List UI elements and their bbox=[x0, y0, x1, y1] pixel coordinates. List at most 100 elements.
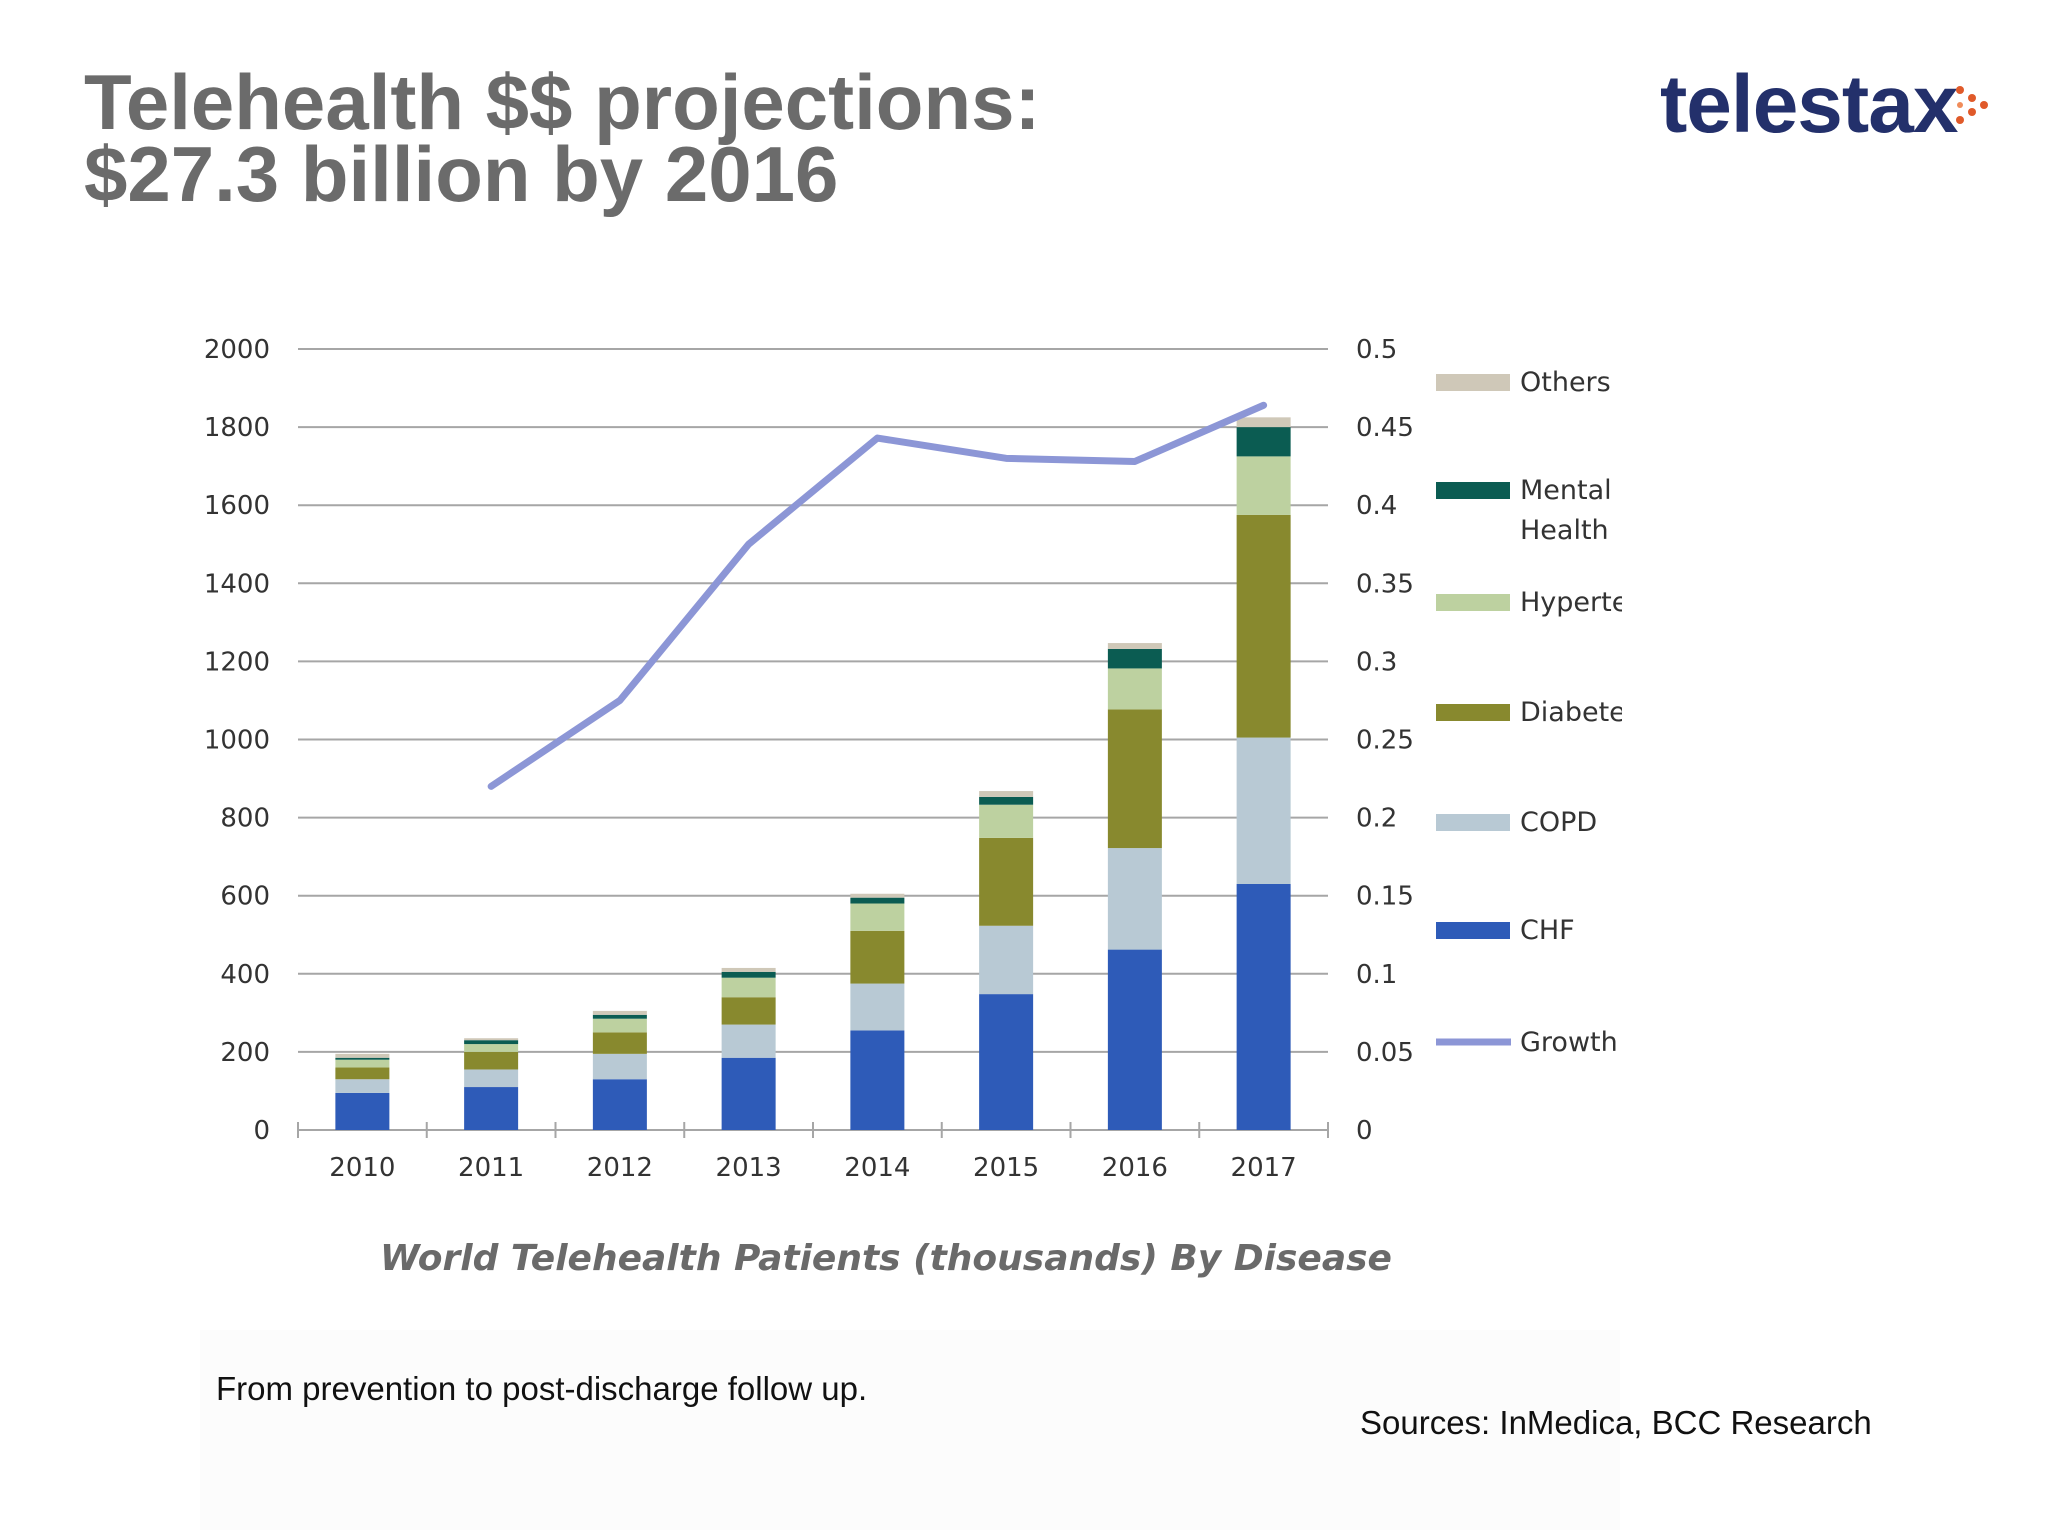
bar-copd-2010 bbox=[335, 1079, 390, 1093]
bar-chf-2011 bbox=[464, 1087, 519, 1130]
bar-hypertension-2011 bbox=[464, 1044, 519, 1052]
footnote: From prevention to post-discharge follow… bbox=[216, 1370, 868, 1407]
slide-title-line-2: $27.3 billion by 2016 bbox=[84, 130, 839, 218]
legend-label-diabetes: Diabetes bbox=[1520, 697, 1622, 728]
chart-title: World Telehealth Patients (thousands) By… bbox=[380, 1238, 1392, 1279]
y-right-tick-label: 0.45 bbox=[1356, 413, 1414, 443]
legend-swatch-others bbox=[1436, 374, 1510, 391]
logo-wordmark: telestax bbox=[1660, 59, 1958, 150]
bar-chf-2012 bbox=[592, 1079, 647, 1130]
y-left-tick-label: 800 bbox=[220, 804, 270, 834]
y-right-tick-label: 0.5 bbox=[1356, 335, 1397, 365]
y-left-tick-label: 200 bbox=[220, 1038, 270, 1068]
bar-copd-2015 bbox=[979, 925, 1034, 995]
y-right-tick-label: 0.35 bbox=[1356, 569, 1414, 599]
bar-others-2010 bbox=[335, 1053, 390, 1058]
bar-chf-2013 bbox=[721, 1057, 776, 1130]
bar-copd-2017 bbox=[1236, 737, 1291, 884]
x-tick-label: 2014 bbox=[844, 1153, 910, 1183]
bar-others-2016 bbox=[1107, 643, 1162, 649]
legend-swatch-chf bbox=[1436, 922, 1510, 939]
bar-others-2012 bbox=[592, 1010, 647, 1015]
bar-others-2017 bbox=[1236, 417, 1291, 428]
legend-swatch-diabetes bbox=[1436, 704, 1510, 721]
bar-others-2011 bbox=[464, 1038, 519, 1041]
bar-hypertension-2013 bbox=[721, 977, 776, 998]
bar-diabetes-2013 bbox=[721, 997, 776, 1025]
y-left-tick-label: 0 bbox=[253, 1116, 270, 1146]
bar-diabetes-2016 bbox=[1107, 709, 1162, 849]
x-tick-label: 2017 bbox=[1231, 1153, 1297, 1183]
bar-others-2014 bbox=[850, 893, 905, 898]
stacked-bar-chart: 0 200 400 600 800 1000 1200 1400 1600 1800 2000 0 0.… bbox=[204, 335, 1622, 1279]
y-left-tick-label: 600 bbox=[220, 882, 270, 912]
y-left-tick-label: 400 bbox=[220, 960, 270, 990]
y-left-tick-label: 1600 bbox=[204, 491, 270, 521]
y-left-tick-label: 1200 bbox=[204, 647, 270, 677]
bar-chf-2014 bbox=[850, 1030, 905, 1130]
bar-mental-health-2014 bbox=[850, 897, 905, 904]
logo-dots-icon bbox=[1956, 86, 1988, 124]
x-tick-label: 2010 bbox=[329, 1153, 395, 1183]
bar-mental-health-2010 bbox=[335, 1057, 390, 1060]
x-tick-label: 2011 bbox=[458, 1153, 524, 1183]
bar-mental-health-2015 bbox=[979, 796, 1034, 805]
legend-label-hypertension: Hypertension bbox=[1520, 587, 1622, 618]
y-left-tick-label: 1400 bbox=[204, 569, 270, 599]
bar-diabetes-2017 bbox=[1236, 514, 1291, 738]
bar-mental-health-2012 bbox=[592, 1014, 647, 1019]
legend-swatch-mental-health bbox=[1436, 482, 1510, 499]
bar-copd-2016 bbox=[1107, 848, 1162, 950]
legend-label-mental-health: Mental Health bbox=[1520, 475, 1612, 546]
y-right-tick-label: 0.4 bbox=[1356, 491, 1397, 521]
bar-mental-health-2011 bbox=[464, 1040, 519, 1045]
bar-diabetes-2011 bbox=[464, 1051, 519, 1070]
bar-chf-2010 bbox=[335, 1092, 390, 1130]
telestax-logo: telestax bbox=[1660, 60, 2000, 150]
bar-hypertension-2012 bbox=[592, 1018, 647, 1033]
chart-background-panel bbox=[200, 1330, 1620, 1530]
slide-title: Telehealth $$ projections: $27.3 billion… bbox=[84, 63, 1040, 218]
legend-label-growth: Growth bbox=[1520, 1027, 1618, 1058]
bar-hypertension-2010 bbox=[335, 1059, 390, 1068]
legend-label-chf: CHF bbox=[1520, 915, 1575, 946]
bar-copd-2014 bbox=[850, 983, 905, 1031]
bar-copd-2012 bbox=[592, 1053, 647, 1080]
bar-hypertension-2014 bbox=[850, 903, 905, 931]
y-right-tick-label: 0.1 bbox=[1356, 960, 1397, 990]
bar-diabetes-2012 bbox=[592, 1032, 647, 1054]
y-right-tick-label: 0.25 bbox=[1356, 726, 1414, 756]
growth-line bbox=[487, 401, 1268, 790]
x-tick-label: 2012 bbox=[587, 1153, 653, 1183]
bar-hypertension-2016 bbox=[1107, 668, 1162, 710]
bar-hypertension-2017 bbox=[1236, 456, 1291, 515]
y-right-tick-label: 0.2 bbox=[1356, 804, 1397, 834]
y-left-tick-label: 2000 bbox=[204, 335, 270, 365]
bar-chf-2016 bbox=[1107, 949, 1162, 1130]
bar-others-2013 bbox=[721, 967, 776, 972]
y-right-tick-label: 0.3 bbox=[1356, 647, 1397, 677]
y-left-tick-label: 1800 bbox=[204, 413, 270, 443]
bar-chf-2015 bbox=[979, 994, 1034, 1130]
bar-diabetes-2015 bbox=[979, 837, 1034, 926]
bar-others-2015 bbox=[979, 791, 1034, 797]
legend-label-others: Others bbox=[1520, 367, 1611, 398]
x-tick-label: 2013 bbox=[716, 1153, 782, 1183]
x-tick-label: 2016 bbox=[1102, 1153, 1168, 1183]
chart-panel: 0 200 400 600 800 1000 1200 1400 1600 1800 2000 0 0.… bbox=[186, 312, 1622, 1316]
bar-diabetes-2014 bbox=[850, 930, 905, 984]
bar-copd-2011 bbox=[464, 1069, 519, 1088]
y-left-tick-label: 1000 bbox=[204, 726, 270, 756]
x-tick-label: 2015 bbox=[973, 1153, 1039, 1183]
bar-mental-health-2013 bbox=[721, 971, 776, 978]
bar-chf-2017 bbox=[1236, 883, 1291, 1130]
sources-note: Sources: InMedica, BCC Research bbox=[1360, 1404, 1872, 1441]
y-right-tick-label: 0 bbox=[1356, 1116, 1373, 1146]
y-right-tick-label: 0.05 bbox=[1356, 1038, 1414, 1068]
bar-mental-health-2016 bbox=[1107, 648, 1162, 669]
y-right-tick-label: 0.15 bbox=[1356, 882, 1414, 912]
bar-copd-2013 bbox=[721, 1024, 776, 1058]
legend-label-copd: COPD bbox=[1520, 807, 1597, 838]
bar-hypertension-2015 bbox=[979, 804, 1034, 838]
bar-diabetes-2010 bbox=[335, 1067, 390, 1080]
